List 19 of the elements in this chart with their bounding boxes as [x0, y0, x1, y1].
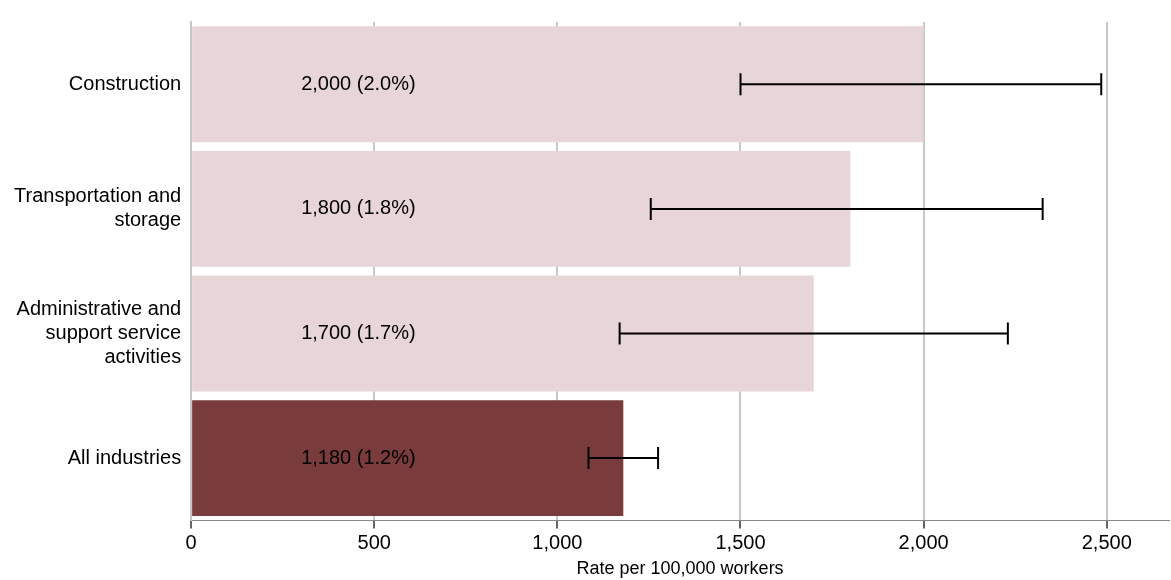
x-tick-label: 0: [185, 530, 197, 553]
data-label: 1,700 (1.7%): [301, 321, 416, 344]
bar: [192, 275, 814, 392]
x-axis-title: Rate per 100,000 workers: [576, 558, 784, 579]
x-tick-label: 2,000: [898, 530, 949, 553]
bar: [192, 400, 624, 517]
data-label: 2,000 (2.0%): [301, 71, 416, 94]
data-label: 1,180 (1.2%): [301, 445, 416, 468]
x-tick-label: 2,500: [1081, 530, 1132, 553]
x-tick-label: 1,500: [715, 530, 766, 553]
bar: [192, 150, 851, 267]
x-tick-label: 500: [357, 530, 391, 553]
y-tick-label: Construction: [68, 71, 182, 94]
y-tick-label: Administrative and support service activities: [16, 297, 182, 368]
data-label: 1,800 (1.8%): [301, 196, 416, 219]
y-tick-label: All industries: [67, 445, 182, 468]
bar: [192, 26, 924, 143]
x-tick-label: 1,000: [532, 530, 583, 553]
y-tick-label: Transportation and storage: [14, 184, 182, 231]
